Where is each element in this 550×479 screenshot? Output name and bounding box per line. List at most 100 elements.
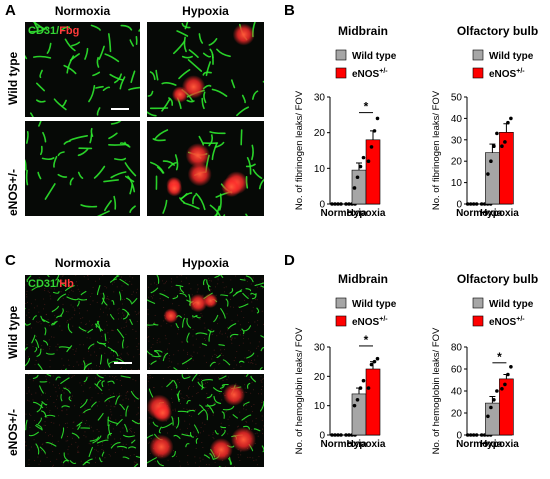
row-label-wildtype-c: Wild type <box>6 305 20 359</box>
data-point <box>474 433 479 437</box>
data-point <box>375 356 380 361</box>
chart-title: Olfactory bulb <box>457 272 538 286</box>
legend-label-enos: eNOS+/- <box>489 316 525 328</box>
data-point <box>372 359 377 364</box>
stain-label-a: CD31/Fbg <box>28 25 80 37</box>
legend-swatch-wild-type <box>472 297 484 309</box>
data-point <box>495 131 499 136</box>
y-tick-label: 10 <box>314 401 326 412</box>
micrograph-a-wt-normoxia <box>25 22 140 117</box>
y-tick-label: 30 <box>314 343 326 354</box>
column-title-normoxia-a: Normoxia <box>54 4 111 18</box>
data-point <box>468 202 473 206</box>
y-tick-label: 10 <box>451 178 463 189</box>
data-point <box>495 389 499 393</box>
significance-mark: * <box>364 100 369 114</box>
data-point <box>330 202 334 206</box>
column-title-hypoxia-c: Hypoxia <box>182 256 229 270</box>
micrograph-a-enos-hypoxia <box>147 121 264 216</box>
data-point <box>506 120 510 125</box>
y-tick-label: 20 <box>314 372 326 383</box>
y-tick-label: 20 <box>451 409 463 420</box>
data-point <box>339 433 343 437</box>
y-axis-label: No. of fibrinogen leaks/ FOV <box>294 90 305 210</box>
x-tick-label: Hypoxia <box>347 439 386 450</box>
legend-swatch-enos <box>472 315 484 327</box>
row-label-wildtype-a: Wild type <box>6 51 20 105</box>
chart-title: Olfactory bulb <box>457 24 538 38</box>
data-point <box>336 202 340 206</box>
legend-label-enos: eNOS+/- <box>352 68 388 80</box>
bar <box>365 139 381 205</box>
micrograph-a-enos-normoxia <box>25 121 140 216</box>
legend-swatch-wild-type <box>335 297 347 309</box>
y-axis-label: No. of hemoglobin leaks/ FOV <box>431 327 442 454</box>
legend-swatch-enos <box>472 67 484 79</box>
data-point <box>366 159 371 163</box>
y-tick-label: 0 <box>319 431 325 442</box>
data-point <box>474 202 479 206</box>
x-tick-label: Hypoxia <box>480 208 519 219</box>
data-point <box>355 175 360 180</box>
chart-b-olfactory: Olfactory bulb Wild type eNOS+/- 0 10 20 30 40 5… <box>431 24 538 219</box>
data-point <box>486 172 490 176</box>
data-point <box>375 116 380 121</box>
data-point <box>369 362 374 367</box>
bar <box>499 132 514 205</box>
y-tick-label: 10 <box>314 164 326 175</box>
scale-bar-a <box>111 108 129 110</box>
data-point <box>358 164 363 169</box>
data-point <box>500 144 504 149</box>
data-point <box>369 145 374 149</box>
column-title-hypoxia-a: Hypoxia <box>182 4 229 18</box>
column-title-normoxia-c: Normoxia <box>54 256 111 270</box>
data-point <box>471 202 476 206</box>
data-point <box>372 129 377 133</box>
chart-title: Midbrain <box>338 272 388 286</box>
legend-swatch-enos <box>335 67 347 79</box>
chart-d-midbrain: Midbrain Wild type eNOS+/- 0 10 20 30 No. of he… <box>294 272 397 454</box>
y-tick-label: 40 <box>451 114 463 125</box>
row-label-enos-c: eNOS+/- <box>6 408 20 456</box>
y-axis-label: No. of hemoglobin leaks/ FOV <box>294 327 305 454</box>
scale-bar-c <box>114 362 132 364</box>
data-point <box>347 433 351 437</box>
data-point <box>489 405 493 410</box>
data-point <box>492 398 496 402</box>
y-tick-label: 0 <box>456 431 462 442</box>
y-tick-label: 0 <box>456 200 462 211</box>
y-tick-label: 20 <box>314 128 326 139</box>
data-point <box>352 403 357 408</box>
chart-title: Midbrain <box>338 24 388 38</box>
micrograph-c-enos-hypoxia <box>147 374 264 467</box>
data-point <box>492 144 496 149</box>
micrograph-a-wt-hypoxia <box>147 22 264 117</box>
y-tick-label: 50 <box>451 93 463 104</box>
micrograph-c-wt-hypoxia <box>147 275 264 370</box>
y-tick-label: 80 <box>451 343 463 354</box>
data-point <box>366 386 371 390</box>
panel-label-d: D <box>284 252 295 269</box>
row-label-enos-a: eNOS+/- <box>6 168 20 216</box>
data-point <box>465 433 470 437</box>
data-point <box>358 386 363 390</box>
stain-label-c: CD31/Hb <box>28 278 74 290</box>
data-point <box>339 202 343 206</box>
data-point <box>465 202 470 206</box>
legend-label-enos: eNOS+/- <box>352 316 388 328</box>
data-point <box>503 140 507 144</box>
panel-label-c: C <box>5 252 16 269</box>
legend-swatch-wild-type <box>472 49 484 61</box>
panel-label-b: B <box>284 2 295 19</box>
data-point <box>486 414 490 419</box>
data-point <box>479 433 484 437</box>
legend-swatch-wild-type <box>335 49 347 61</box>
data-point <box>333 433 337 437</box>
data-point <box>479 202 484 206</box>
y-tick-label: 30 <box>451 135 463 146</box>
micrograph-c-enos-normoxia <box>25 374 140 467</box>
chart-d-olfactory: Olfactory bulb Wild type eNOS+/- 0 20 40 60 80 N… <box>431 272 538 454</box>
x-tick-label: Normoxia <box>320 208 367 219</box>
data-point <box>489 159 493 163</box>
x-tick-label: Normoxia <box>456 439 503 450</box>
